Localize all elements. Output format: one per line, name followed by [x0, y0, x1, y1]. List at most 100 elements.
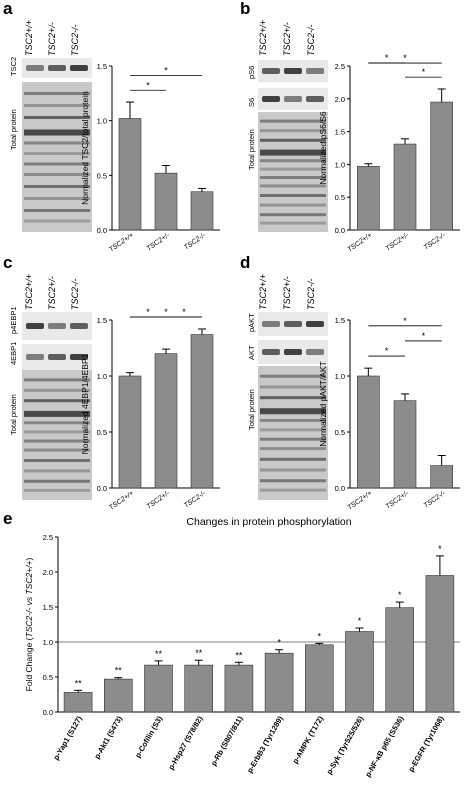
bar	[357, 375, 380, 489]
blot-band	[306, 321, 324, 327]
y-tick-label: 1.0	[97, 372, 107, 381]
total-protein-label: Total protein	[9, 109, 18, 150]
protein-band	[260, 457, 326, 461]
protein-band	[24, 421, 90, 425]
bar	[264, 652, 294, 713]
protein-band	[260, 437, 326, 441]
bar	[190, 191, 214, 231]
protein-band	[24, 173, 90, 176]
bar	[144, 664, 173, 713]
x-tick-label: TSC2+/+	[108, 232, 135, 254]
y-tick-label: 1.5	[97, 62, 107, 71]
bar-chart-e: 0.00.51.01.52.02.5****** ** *******p-Yap1 …	[3, 509, 460, 779]
x-tick-label: TSC2+/+	[347, 490, 374, 512]
y-tick-label: 0.0	[335, 484, 345, 493]
significance-label: **	[75, 678, 83, 688]
y-tick-label: 0.0	[97, 484, 107, 493]
bar	[393, 143, 417, 231]
blot-panel-c: c TSC2+/+ TSC2+/- TSC2-/- p4EBP1 4EBP1 Total p…	[3, 253, 92, 500]
x-tick-label: TSC2-/-	[183, 232, 208, 252]
total-protein-blot	[258, 366, 328, 500]
bar	[190, 334, 214, 489]
x-tick-label: TSC2+/-	[385, 490, 411, 511]
y-tick-label: 2.5	[335, 62, 345, 71]
total-protein-blot	[22, 370, 92, 500]
bar	[304, 644, 334, 713]
strip-label: TSC2	[9, 57, 18, 76]
protein-band	[260, 374, 326, 378]
protein-band	[260, 203, 326, 207]
protein-band	[24, 430, 90, 434]
x-tick-label: TSC2+/-	[146, 232, 172, 253]
y-tick-label: 1.0	[335, 160, 345, 169]
y-tick-label: 1.5	[335, 316, 345, 325]
bar	[393, 400, 417, 489]
x-tick-label: p-ErbB3 (Tyr1289)	[245, 714, 285, 774]
bar	[357, 166, 380, 231]
significance-label: **	[115, 666, 123, 676]
blot-panel-a: a TSC2+/+ TSC2+/- TSC2-/- TSC2 Total protein	[3, 0, 92, 232]
significance-label: **	[155, 649, 163, 659]
lane-header: TSC2+/+	[258, 20, 268, 56]
protein-band	[24, 129, 90, 136]
blot-band	[70, 354, 88, 360]
blot-band	[306, 349, 324, 355]
y-tick-label: 0.0	[335, 226, 345, 235]
significance-label: *	[146, 307, 150, 317]
lane-header: TSC2+/+	[24, 274, 34, 310]
panel-letter: d	[240, 253, 250, 272]
blot-band	[262, 96, 280, 102]
panel-letter: b	[240, 0, 250, 18]
x-tick-label: TSC2-/-	[183, 490, 208, 510]
protein-band	[260, 129, 326, 133]
lane-header: TSC2-/-	[306, 278, 316, 310]
protein-band	[24, 448, 90, 452]
x-tick-label: TSC2-/-	[423, 232, 448, 252]
lane-header: TSC2-/-	[306, 24, 316, 56]
protein-band	[260, 418, 326, 422]
blot-panel-b: b TSC2+/+ TSC2+/- TSC2-/- pS6 S6 Total protein	[240, 0, 328, 232]
y-axis-label: Normalized pAKT/AKT	[318, 361, 328, 447]
significance-label: *	[385, 53, 389, 63]
significance-label: *	[438, 544, 442, 554]
protein-band	[24, 209, 90, 212]
protein-band	[260, 221, 326, 225]
protein-band	[260, 468, 326, 472]
bar-chart-c: 0.0 0.5 1.0 1.5 TSC2+/+ TSC2+/- TSC2-/- * * * Norm…	[80, 307, 220, 512]
bar	[154, 172, 178, 231]
x-tick-label: TSC2+/+	[108, 490, 135, 512]
x-tick-label: TSC2-/-	[423, 490, 448, 510]
blot-band	[48, 323, 66, 329]
panel-letter: e	[3, 509, 12, 528]
y-tick-label: 1.5	[43, 603, 53, 612]
y-tick-label: 2.5	[43, 533, 53, 542]
x-tick-label: p-Rb (S807/811)	[209, 714, 245, 767]
blot-band	[70, 323, 88, 329]
x-tick-label: p-Hsp27 (S78/82)	[166, 714, 204, 771]
bar	[104, 678, 133, 713]
significance-label: *	[318, 631, 322, 641]
y-axis-label: Normalized TSC2/total protein	[80, 91, 90, 205]
x-tick-label: p-AMPK (T172)	[291, 714, 326, 765]
protein-band	[260, 159, 326, 163]
protein-band	[260, 447, 326, 451]
total-protein-label: Total protein	[247, 389, 256, 430]
y-tick-label: 1.5	[335, 128, 345, 137]
y-tick-label: 0.5	[335, 428, 345, 437]
protein-band	[24, 479, 90, 483]
y-tick-label: 2.0	[335, 95, 345, 104]
y-tick-label: 0.5	[97, 171, 107, 180]
protein-band	[260, 488, 326, 492]
protein-band	[260, 119, 326, 123]
protein-band	[24, 197, 90, 200]
protein-band	[24, 459, 90, 462]
x-tick-label: TSC2+/+	[347, 232, 374, 254]
bar-chart-b: 0.0 0.5 1.0 1.5 2.0 2.5 TSC2+/+ TSC2+/- TSC2-/- *…	[318, 53, 460, 254]
bar-chart-d: 0.0 0.5 1.0 1.5 TSC2+/+ TSC2+/- TSC2-/- * * * Norm…	[318, 316, 460, 512]
protein-band	[24, 185, 90, 188]
protein-band	[260, 194, 326, 197]
y-tick-label: 0.5	[335, 193, 345, 202]
x-tick-label: p-Akt1 (S473)	[92, 714, 124, 760]
bar	[154, 353, 178, 489]
